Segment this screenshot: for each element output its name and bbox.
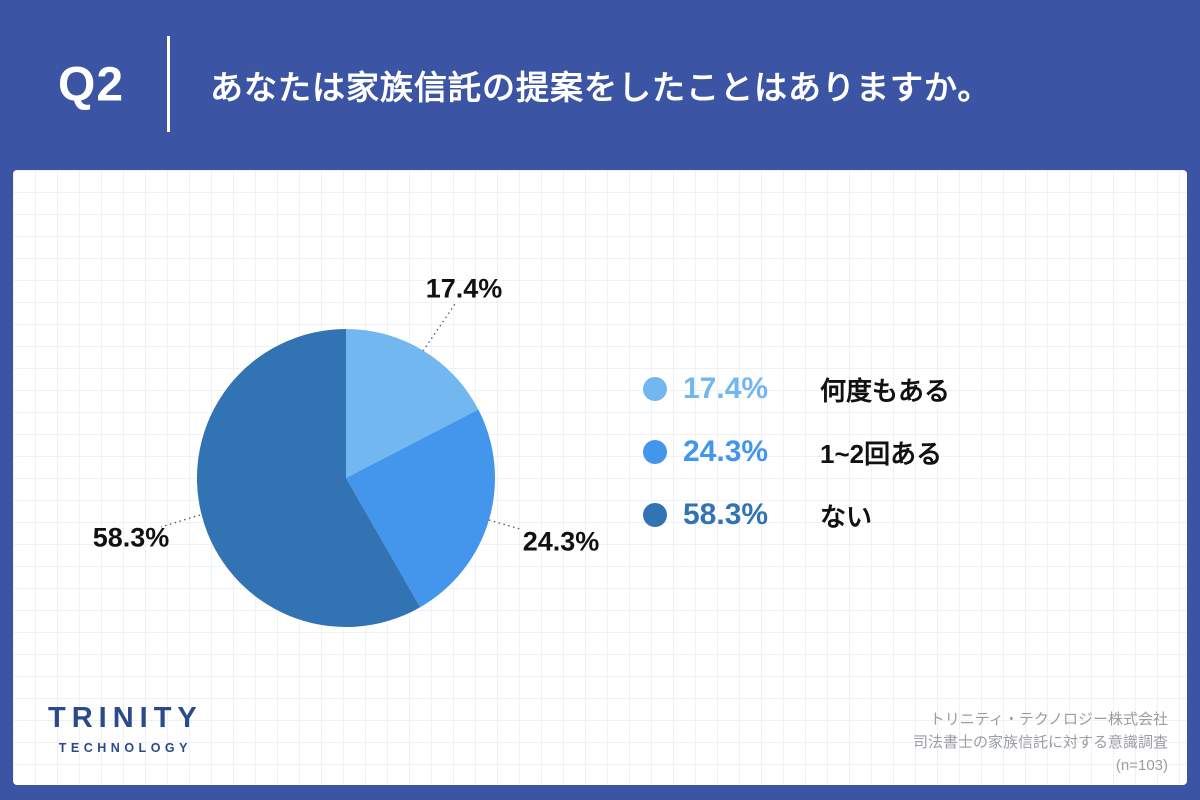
legend-label-3: ない	[820, 501, 873, 532]
legend-label-2: 1~2回ある	[820, 438, 943, 469]
legend-dot-1	[643, 377, 667, 401]
legend-label-1: 何度もある	[820, 375, 951, 406]
legend-dot-3	[643, 503, 667, 527]
pie-label-slice-2: 24.3%	[522, 526, 600, 557]
legend-dot-2	[643, 440, 667, 464]
chart-card: 17.4% 24.3% 58.3% 17.4% 何度もある 24.3% 1~2回…	[13, 170, 1187, 785]
legend: 17.4% 何度もある 24.3% 1~2回ある 58.3% ない	[643, 371, 950, 533]
question-number: Q2	[58, 58, 125, 112]
legend-item-2: 24.3% 1~2回ある	[643, 434, 950, 470]
logo-primary-text: TRINITY	[48, 702, 203, 734]
pie-label-slice-1: 17.4%	[425, 273, 503, 304]
credits-company: トリニティ・テクノロジー株式会社	[929, 711, 1168, 728]
legend-item-3: 58.3% ない	[643, 497, 950, 533]
legend-item-1: 17.4% 何度もある	[643, 371, 950, 407]
legend-percent-1: 17.4%	[683, 372, 769, 405]
legend-percent-2: 24.3%	[683, 435, 769, 468]
credits-sample-size: (n=103)	[1115, 757, 1168, 774]
credits-survey: 司法書士の家族信託に対する意識調査	[912, 734, 1168, 751]
question-header: Q2 あなたは家族信託の提案をしたことはありますか。	[0, 0, 1200, 170]
logo-secondary-text: TECHNOLOGY	[58, 741, 192, 755]
page-title: あなたは家族信託の提案をしたことはありますか。	[210, 69, 992, 106]
pie-label-slice-3: 58.3%	[92, 522, 170, 553]
pie-chart	[197, 329, 495, 627]
header-divider	[167, 36, 170, 132]
pie-leader-lines	[160, 303, 521, 530]
legend-percent-3: 58.3%	[683, 498, 769, 531]
survey-credits: トリニティ・テクノロジー株式会社 司法書士の家族信託に対する意識調査 (n=10…	[913, 708, 1168, 777]
trinity-logo: TRINITY TECHNOLOGY	[48, 702, 203, 755]
